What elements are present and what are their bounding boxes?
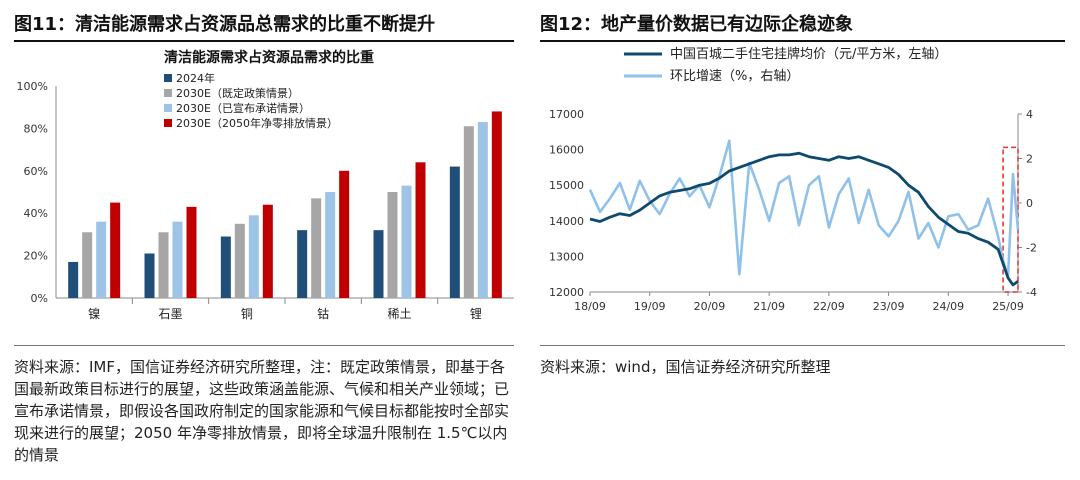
bar — [339, 170, 350, 298]
bar — [96, 221, 107, 298]
legend-label: 2030E（已宣布承诺情景） — [176, 101, 310, 115]
bar — [158, 232, 169, 298]
x-tick-label: 23/09 — [873, 300, 905, 313]
x-tick-label: 18/09 — [574, 300, 606, 313]
right-y-tick-label: 0 — [1026, 197, 1033, 210]
x-tick-label: 25/09 — [992, 300, 1024, 313]
legend-swatch — [164, 74, 172, 82]
legend-label: 2024年 — [176, 71, 215, 85]
x-tick-label: 21/09 — [753, 300, 785, 313]
right-y-tick-label: 4 — [1026, 108, 1033, 121]
bar — [234, 223, 245, 298]
bar — [477, 122, 488, 298]
x-tick-label: 19/09 — [634, 300, 666, 313]
right-figure-title: 图12：地产量价数据已有边际企稳迹象 — [540, 14, 854, 35]
bar — [82, 232, 93, 298]
x-tick-label: 锂 — [470, 306, 482, 321]
left-source-rule — [14, 345, 514, 346]
x-tick-label: 钴 — [317, 306, 329, 321]
left-title-rule — [14, 40, 514, 42]
bar — [172, 221, 183, 298]
left-y-tick-label: 16000 — [549, 144, 584, 157]
legend-label: 中国百城二手住宅挂牌均价（元/平方米，左轴） — [670, 46, 947, 62]
right-title-rule — [540, 40, 1065, 42]
legend-label: 环比增速（%，右轴） — [670, 69, 799, 84]
x-tick-label: 稀土 — [387, 307, 411, 321]
legend-swatch — [164, 119, 172, 127]
series-line — [589, 151, 1019, 287]
left-y-tick-label: 12000 — [549, 286, 584, 299]
legend-label: 2030E（既定政策情景） — [176, 86, 299, 100]
bar — [262, 204, 273, 298]
bar — [311, 198, 322, 298]
legend-swatch — [164, 89, 172, 97]
bar — [449, 166, 460, 298]
bar — [373, 230, 384, 298]
y-tick-label: 20% — [24, 250, 48, 263]
y-tick-label: 80% — [24, 122, 48, 135]
right-y-tick-label: 2 — [1026, 153, 1033, 166]
bar — [415, 162, 426, 298]
left-y-tick-label: 17000 — [549, 108, 584, 121]
x-tick-label: 20/09 — [694, 300, 726, 313]
y-tick-label: 100% — [17, 80, 48, 93]
left-figure-title: 图11：清洁能源需求占资源品总需求的比重不断提升 — [14, 14, 436, 35]
left-y-tick-label: 13000 — [549, 250, 584, 263]
y-tick-label: 60% — [24, 165, 48, 178]
left-source-note: 资料来源：IMF，国信证券经济研究所整理，注：既定政策情景，即基于各国最新政策目… — [14, 358, 510, 464]
series-line — [588, 139, 1020, 278]
left-chart: 清洁能源需求占资源品需求的比重 0% 20% 40% 60% 80% 100% 镍 石墨 铜 钴 稀… — [17, 49, 514, 321]
right-chart: 12000 13000 14000 15000 16000 17000 -4 -2 0 2 4 18/… — [549, 46, 1037, 313]
right-source-note: 资料来源：wind，国信证券经济研究所整理 — [540, 358, 831, 376]
bar — [186, 206, 197, 298]
right-y-tick-label: -4 — [1026, 286, 1037, 299]
right-source-rule — [540, 345, 1065, 346]
bar — [297, 230, 308, 298]
x-tick-label: 24/09 — [932, 300, 964, 313]
bar — [220, 236, 231, 298]
left-chart-title: 清洁能源需求占资源品需求的比重 — [164, 49, 374, 66]
x-tick-label: 铜 — [241, 306, 253, 321]
right-y-tick-label: -2 — [1026, 242, 1037, 255]
legend-swatch — [164, 104, 172, 112]
bar — [248, 215, 259, 298]
x-tick-label: 石墨 — [158, 307, 182, 321]
legend-label: 2030E（2050年净零排放情景） — [176, 116, 338, 130]
bar — [68, 261, 79, 298]
x-tick-label: 镍 — [88, 307, 100, 321]
x-tick-label: 22/09 — [813, 300, 845, 313]
bar — [144, 253, 155, 298]
y-tick-label: 40% — [24, 207, 48, 220]
bar — [401, 185, 412, 298]
bar — [110, 202, 121, 298]
y-tick-label: 0% — [31, 292, 48, 305]
bar — [491, 111, 502, 298]
left-y-tick-label: 15000 — [549, 179, 584, 192]
bar — [387, 192, 398, 298]
bar — [325, 192, 336, 298]
bar — [463, 126, 474, 298]
left-y-tick-label: 14000 — [549, 215, 584, 228]
